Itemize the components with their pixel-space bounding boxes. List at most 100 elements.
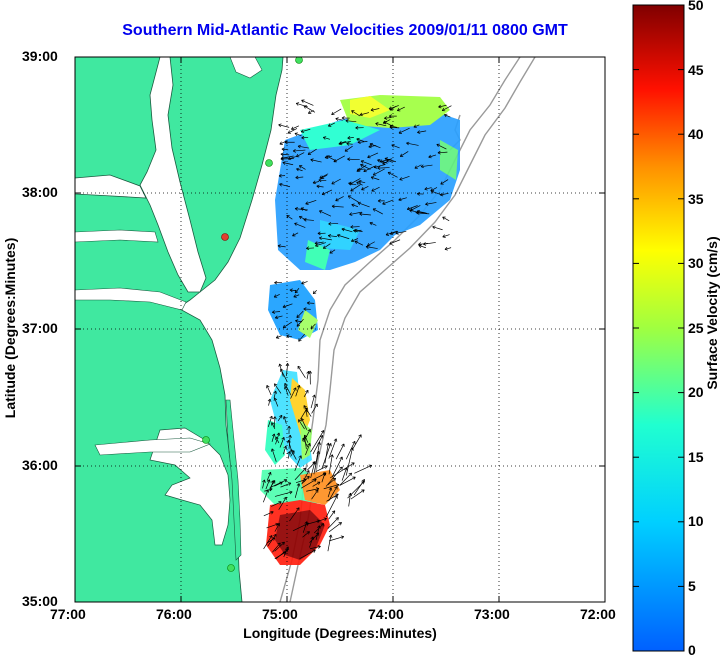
velocity-arrow-head <box>314 461 317 465</box>
velocity-arrow <box>388 105 399 110</box>
velocity-arrow-head <box>387 172 390 176</box>
velocity-arrow-head <box>372 208 375 212</box>
velocity-arrow <box>349 178 361 185</box>
velocity-arrow <box>316 185 324 188</box>
velocity-arrow <box>274 383 282 394</box>
axis-ticks <box>75 57 605 602</box>
velocity-arrow-head <box>282 324 285 328</box>
velocity-arrow-head <box>287 482 291 484</box>
velocity-arrow-head <box>298 483 301 487</box>
velocity-arrow <box>418 245 426 249</box>
velocity-arrow <box>400 151 409 157</box>
velocity-arrow-head <box>350 447 353 451</box>
velocity-arrow-head <box>289 288 293 291</box>
velocity-arrow-head <box>287 363 290 367</box>
velocity-arrow-head <box>440 181 443 185</box>
velocity-arrow-head <box>325 465 328 469</box>
velocity-arrow-head <box>336 483 340 485</box>
velocity-arrow-head <box>310 325 312 329</box>
velocity-arrow-head <box>324 518 327 521</box>
velocity-arrow-head <box>294 208 298 211</box>
velocity-arrow-head <box>283 445 287 449</box>
outer-banks <box>225 399 242 561</box>
velocity-arrow-head <box>350 472 352 477</box>
velocity-arrow-head <box>409 209 412 213</box>
velocity-arrow-head <box>349 214 353 216</box>
velocity-arrow-head <box>356 137 360 140</box>
velocity-arrow <box>266 385 272 396</box>
velocity-arrow-head <box>306 301 310 304</box>
velocity-arrow <box>365 246 378 249</box>
velocity-arrow-head <box>418 242 421 245</box>
velocity-arrow <box>328 454 333 475</box>
velocity-arrow <box>371 186 380 192</box>
velocity-arrow <box>275 432 280 445</box>
velocity-arrow-head <box>295 153 299 157</box>
velocity-arrow <box>273 390 277 399</box>
velocity-arrow-head <box>297 145 301 149</box>
velocity-arrow-head <box>360 164 363 168</box>
velocity-arrow <box>280 153 290 156</box>
velocity-arrow-head <box>369 222 372 226</box>
velocity-arrow-head <box>288 425 291 429</box>
velocity-arrow-head <box>352 462 355 466</box>
delaware-bay <box>229 57 263 79</box>
velocity-arrow-head <box>390 233 394 236</box>
velocity-arrow-head <box>370 107 374 111</box>
velocity-arrow-head <box>319 441 321 445</box>
velocity-arrow-head <box>275 436 279 439</box>
velocity-arrow-head <box>292 149 296 152</box>
velocity-arrow <box>303 405 312 417</box>
velocity-arrow-head <box>289 451 291 455</box>
velocity-arrow <box>347 137 354 139</box>
velocity-arrow-head <box>357 142 361 145</box>
velocity-arrow-head <box>317 231 321 234</box>
velocity-arrow-head <box>277 245 281 248</box>
velocity-arrow <box>398 197 407 201</box>
velocity-arrow-head <box>264 479 266 483</box>
velocity-arrow-head <box>438 106 442 109</box>
velocity-arrow <box>274 541 285 552</box>
velocity-arrow-head <box>274 433 276 437</box>
velocity-arrow-head <box>432 225 436 228</box>
velocity-arrow-head <box>305 389 309 392</box>
velocity-arrow-head <box>273 537 276 541</box>
velocity-arrow <box>302 531 310 538</box>
velocity-arrow-head <box>333 438 337 441</box>
velocity-arrow <box>348 195 359 203</box>
velocity-arrow <box>319 210 332 217</box>
velocity-arrow <box>266 523 279 529</box>
colorbar-label: Surface Velocity (cm/s) <box>704 236 720 390</box>
velocity-arrow <box>298 333 305 342</box>
velocity-arrow-head <box>425 204 429 206</box>
velocity-arrow-head <box>298 165 301 169</box>
velocity-arrow <box>390 231 397 235</box>
velocity-arrow-head <box>371 188 374 192</box>
velocity-arrow <box>395 231 407 234</box>
velocity-arrow <box>284 386 289 396</box>
velocity-arrow-head <box>303 105 306 109</box>
velocity-arrow <box>432 226 443 231</box>
velocity-arrow-head <box>303 405 307 408</box>
velocity-arrow-head <box>331 205 335 209</box>
velocity-arrow-head <box>305 203 309 205</box>
velocity-arrow-head <box>280 158 284 161</box>
velocity-arrow <box>277 245 286 248</box>
velocity-arrow-head <box>341 228 345 232</box>
velocity-arrow-head <box>354 241 357 244</box>
velocity-arrow <box>301 281 308 284</box>
velocity-arrow <box>328 122 335 127</box>
velocity-arrow-head <box>362 489 365 493</box>
velocity-arrow-head <box>306 246 310 249</box>
velocity-arrow-head <box>330 454 333 458</box>
velocity-arrow-head <box>318 178 322 181</box>
velocity-arrow <box>346 143 353 145</box>
velocity-arrow-head <box>345 119 349 121</box>
velocity-arrow-head <box>298 419 302 422</box>
velocity-arrow-head <box>271 448 275 452</box>
velocity-arrow-head <box>371 176 375 178</box>
velocity-arrow <box>358 180 366 184</box>
velocity-arrow-head <box>284 386 286 390</box>
potomac-river <box>75 174 147 199</box>
